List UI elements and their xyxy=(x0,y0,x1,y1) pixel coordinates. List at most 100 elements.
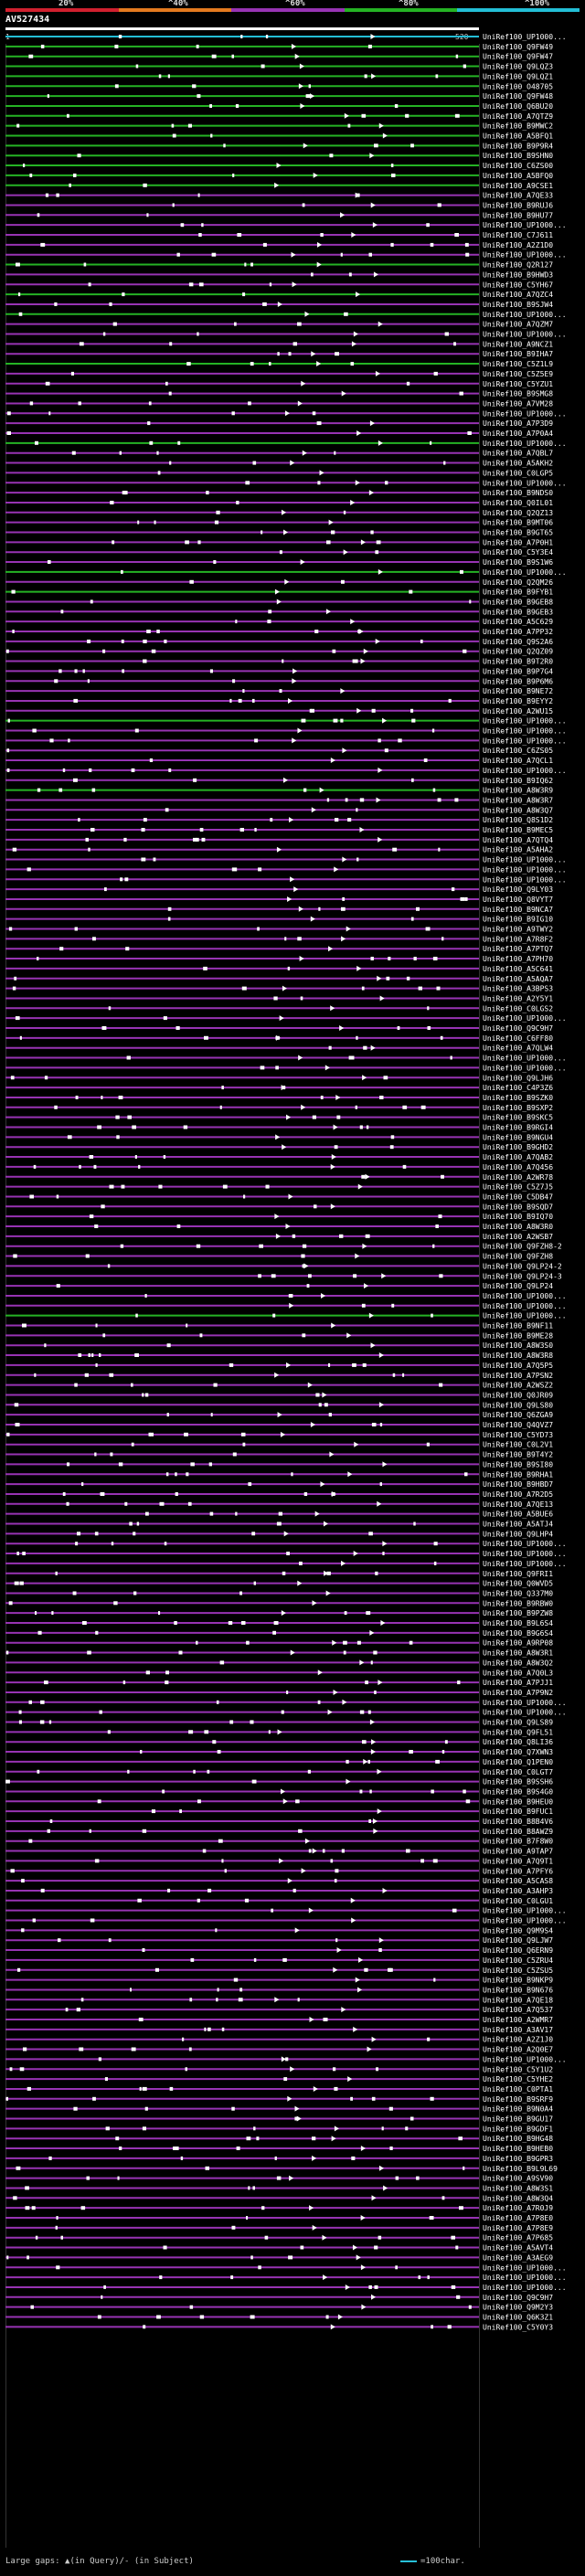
hit-label[interactable]: UniRef100_A9NCZ1 xyxy=(483,340,553,348)
hit-label[interactable]: UniRef100_A2Y5Y1 xyxy=(483,995,553,1003)
hit-label[interactable]: UniRef100_A8W3Q4 xyxy=(483,2194,553,2202)
hit-label[interactable]: UniRef100_C0LGP5 xyxy=(483,469,553,477)
hit-label[interactable]: UniRef100_UP1000... xyxy=(483,1055,567,1063)
hit-label[interactable]: UniRef100_B9SI80 xyxy=(483,1460,553,1468)
hit-label[interactable]: UniRef100_UP1000... xyxy=(483,251,567,260)
hit-label[interactable]: UniRef100_B9GEB8 xyxy=(483,598,553,606)
hit-label[interactable]: UniRef100_Q2QZ13 xyxy=(483,509,553,517)
hit-label[interactable]: UniRef100_UP1000... xyxy=(483,1302,567,1310)
hit-label[interactable]: UniRef100_C5Z5E9 xyxy=(483,370,553,378)
hit-label[interactable]: UniRef100_A5C641 xyxy=(483,965,553,973)
hit-label[interactable]: UniRef100_A9TAP7 xyxy=(483,1848,553,1856)
hit-label[interactable]: UniRef100_B9P7G4 xyxy=(483,667,553,675)
hit-label[interactable]: UniRef100_UP1000... xyxy=(483,2263,567,2272)
hit-label[interactable]: UniRef100_Q9FZH8 xyxy=(483,1253,553,1261)
hit-label[interactable]: UniRef100_B9S4G0 xyxy=(483,1788,553,1797)
hit-label[interactable]: UniRef100_A7PSN2 xyxy=(483,1372,553,1380)
hit-label[interactable]: UniRef100_Q9LS89 xyxy=(483,1719,553,1727)
hit-label[interactable]: UniRef100_C6ZS00 xyxy=(483,162,553,170)
hit-label[interactable]: UniRef100_Q1PEN0 xyxy=(483,1758,553,1766)
hit-label[interactable]: UniRef100_B9T2R0 xyxy=(483,658,553,666)
hit-label[interactable]: UniRef100_A2Q0E7 xyxy=(483,2046,553,2054)
hit-label[interactable]: UniRef100_B9SQD7 xyxy=(483,1203,553,1211)
hit-label[interactable]: UniRef100_Q6BU20 xyxy=(483,102,553,111)
hit-label[interactable]: UniRef100_Q9S2A6 xyxy=(483,638,553,646)
hit-label[interactable]: UniRef100_A8W3Q2 xyxy=(483,1659,553,1667)
hit-label[interactable]: UniRef100_B9FYB1 xyxy=(483,588,553,597)
hit-label[interactable]: UniRef100_B9NCA7 xyxy=(483,906,553,914)
hit-label[interactable]: UniRef100_A7P9N2 xyxy=(483,1689,553,1697)
hit-label[interactable]: UniRef100_UP1000... xyxy=(483,311,567,319)
hit-label[interactable]: UniRef100_A7P0A4 xyxy=(483,429,553,438)
hit-label[interactable]: UniRef100_UP1000... xyxy=(483,2284,567,2292)
hit-label[interactable]: UniRef100_UP1000... xyxy=(483,479,567,487)
hit-label[interactable]: UniRef100_UP1000... xyxy=(483,1064,567,1072)
hit-label[interactable]: UniRef100_A7P8E0 xyxy=(483,2214,553,2222)
hit-label[interactable]: UniRef100_UP1000... xyxy=(483,767,567,775)
hit-label[interactable]: UniRef100_A7P685 xyxy=(483,2234,553,2242)
hit-label[interactable]: UniRef100_C5ZSU5 xyxy=(483,1966,553,1975)
hit-label[interactable]: UniRef100_B9NGU4 xyxy=(483,1133,553,1141)
hit-label[interactable]: UniRef100_UP1000... xyxy=(483,1014,567,1023)
hit-label[interactable]: UniRef100_Q7XWN3 xyxy=(483,1748,553,1756)
hit-label[interactable]: UniRef100_B9NKP9 xyxy=(483,1977,553,1985)
hit-label[interactable]: UniRef100_B9SHN0 xyxy=(483,152,553,160)
hit-label[interactable]: UniRef100_C5YZU1 xyxy=(483,380,553,388)
hit-label[interactable]: UniRef100_Q2QM26 xyxy=(483,578,553,587)
hit-label[interactable]: UniRef100_B9GEB3 xyxy=(483,608,553,616)
hit-label[interactable]: UniRef100_Q9FL51 xyxy=(483,1728,553,1736)
hit-label[interactable]: UniRef100_B9SXP2 xyxy=(483,1104,553,1112)
hit-label[interactable]: UniRef100_A7R0J9 xyxy=(483,2204,553,2212)
hit-label[interactable]: UniRef100_C0L2V1 xyxy=(483,1441,553,1449)
hit-label[interactable]: UniRef100_C5YH67 xyxy=(483,281,553,289)
hit-label[interactable]: UniRef100_C0LGT7 xyxy=(483,1768,553,1776)
hit-label[interactable]: UniRef100_Q9LP24-2 xyxy=(483,1262,562,1270)
hit-label[interactable]: UniRef100_A2WSZ2 xyxy=(483,1382,553,1390)
hit-label[interactable]: UniRef100_Q4QVZ7 xyxy=(483,1421,553,1429)
hit-label[interactable]: UniRef100_B9L9L69 xyxy=(483,2165,558,2173)
hit-label[interactable]: UniRef100_B9N0A4 xyxy=(483,2105,553,2114)
hit-label[interactable]: UniRef100_Q9FW49 xyxy=(483,43,553,51)
hit-label[interactable]: UniRef100_A7QBL7 xyxy=(483,450,553,458)
hit-label[interactable]: UniRef100_UP1000... xyxy=(483,856,567,864)
hit-label[interactable]: UniRef100_A3AV17 xyxy=(483,2026,553,2034)
hit-label[interactable]: UniRef100_Q9LQZ3 xyxy=(483,63,553,71)
hit-label[interactable]: UniRef100_A8W3R7 xyxy=(483,796,553,804)
hit-label[interactable]: UniRef100_A5AKH2 xyxy=(483,460,553,468)
hit-label[interactable]: UniRef100_Q9FRI1 xyxy=(483,1570,553,1578)
hit-label[interactable]: UniRef100_Q9LHP4 xyxy=(483,1530,553,1538)
hit-label[interactable]: UniRef100_A7Q5P5 xyxy=(483,1362,553,1370)
hit-label[interactable]: UniRef100_C6FF80 xyxy=(483,1034,553,1043)
hit-label[interactable]: UniRef100_B8AWZ9 xyxy=(483,1828,553,1836)
hit-label[interactable]: UniRef100_A3AEG9 xyxy=(483,2253,553,2262)
hit-label[interactable]: UniRef100_Q6ZGA9 xyxy=(483,1411,553,1419)
hit-label[interactable]: UniRef100_B9IG10 xyxy=(483,916,553,924)
hit-label[interactable]: UniRef100_A7P0H1 xyxy=(483,538,553,546)
hit-label[interactable]: UniRef100_B9IHA7 xyxy=(483,350,553,358)
hit-label[interactable]: UniRef100_UP1000... xyxy=(483,727,567,736)
hit-label[interactable]: UniRef100_B9HWD3 xyxy=(483,270,553,279)
hit-label[interactable]: UniRef100_A2WMR7 xyxy=(483,2016,553,2024)
hit-label[interactable]: UniRef100_B9S1W6 xyxy=(483,558,553,567)
hit-label[interactable]: UniRef100_A9TWY2 xyxy=(483,926,553,934)
hit-label[interactable]: UniRef100_B9RBW0 xyxy=(483,1599,553,1607)
hit-label[interactable]: UniRef100_A7Q0L3 xyxy=(483,1669,553,1677)
hit-label[interactable]: UniRef100_Q8LI36 xyxy=(483,1738,553,1746)
hit-label[interactable]: UniRef100_O48705 xyxy=(483,82,553,90)
hit-label[interactable]: UniRef100_A7QE13 xyxy=(483,1500,553,1509)
hit-label[interactable]: UniRef100_B9L6S4 xyxy=(483,1619,553,1627)
hit-label[interactable]: UniRef100_Q2R127 xyxy=(483,261,553,270)
hit-label[interactable]: UniRef100_Q9FW48 xyxy=(483,92,553,101)
hit-label[interactable]: UniRef100_B9P9R4 xyxy=(483,142,553,150)
hit-label[interactable]: UniRef100_Q9FW47 xyxy=(483,53,553,61)
hit-label[interactable]: UniRef100_UP1000... xyxy=(483,221,567,229)
hit-label[interactable]: UniRef100_Q0JR09 xyxy=(483,1392,553,1400)
hit-label[interactable]: UniRef100_C5Y0Y3 xyxy=(483,2323,553,2331)
hit-label[interactable]: UniRef100_A7QAB2 xyxy=(483,1153,553,1161)
hit-label[interactable]: UniRef100_UP1000... xyxy=(483,440,567,448)
hit-label[interactable]: UniRef100_A8W3R1 xyxy=(483,1649,553,1658)
hit-label[interactable]: UniRef100_B9NE72 xyxy=(483,687,553,695)
hit-label[interactable]: UniRef100_B7F8W0 xyxy=(483,1838,553,1846)
hit-label[interactable]: UniRef100_A5AHA2 xyxy=(483,846,553,854)
hit-label[interactable]: UniRef100_B9SSH6 xyxy=(483,1778,553,1786)
